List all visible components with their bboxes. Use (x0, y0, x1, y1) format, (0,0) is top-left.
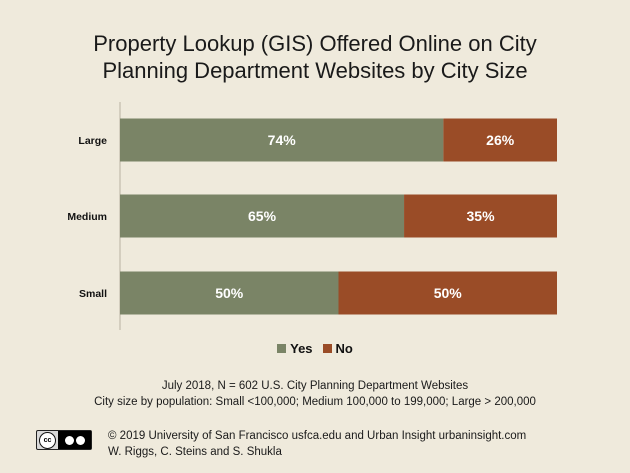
note-city-size: City size by population: Small <100,000;… (94, 396, 536, 408)
data-label-no-medium: 35% (467, 208, 496, 224)
by-sa-icon (58, 431, 91, 449)
category-label-large: Large (78, 135, 107, 147)
category-label-small: Small (79, 288, 107, 300)
data-label-no-small: 50% (434, 285, 463, 301)
bar-no-small (338, 271, 557, 315)
attribution-icon (64, 435, 74, 445)
legend-swatch-yes (277, 344, 287, 353)
category-label-medium: Medium (67, 211, 107, 223)
legend-item-no: No (322, 341, 353, 356)
stacked-bar-chart: Large 74% 26% Medium 65% 35% Small 50% 50% (67, 102, 557, 330)
share-alike-icon (75, 435, 85, 445)
chart-title-line-1: Property Lookup (GIS) Offered Online on … (93, 31, 537, 56)
data-label-yes-medium: 65% (248, 208, 277, 224)
legend-label-no: No (335, 341, 353, 356)
bar-no-medium (404, 194, 557, 238)
note-sample: July 2018, N = 602 U.S. City Planning De… (161, 380, 469, 392)
cc-icon: cc (39, 431, 56, 449)
data-label-yes-small: 50% (215, 285, 244, 301)
chart-title: Property Lookup (GIS) Offered Online on … (0, 30, 630, 84)
legend-item-yes: Yes (277, 341, 313, 356)
legend-label-yes: Yes (290, 341, 313, 356)
bar-yes-medium (120, 194, 405, 238)
legend-swatch-no (322, 344, 332, 353)
bar-yes-small (120, 271, 339, 315)
credit-authors: W. Riggs, C. Steins and S. Shukla (108, 446, 282, 458)
bar-no-large (443, 118, 557, 162)
chart-title-line-2: Planning Department Websites by City Siz… (102, 58, 528, 83)
bar-yes-large (120, 118, 444, 162)
chart-notes: July 2018, N = 602 U.S. City Planning De… (0, 378, 630, 410)
credits: © 2019 University of San Francisco usfca… (108, 428, 526, 460)
data-label-no-large: 26% (486, 132, 515, 148)
credit-copyright: © 2019 University of San Francisco usfca… (108, 430, 527, 442)
data-label-yes-large: 74% (268, 132, 297, 148)
creative-commons-license-icon: cc (36, 430, 92, 450)
legend: Yes No (0, 341, 630, 356)
